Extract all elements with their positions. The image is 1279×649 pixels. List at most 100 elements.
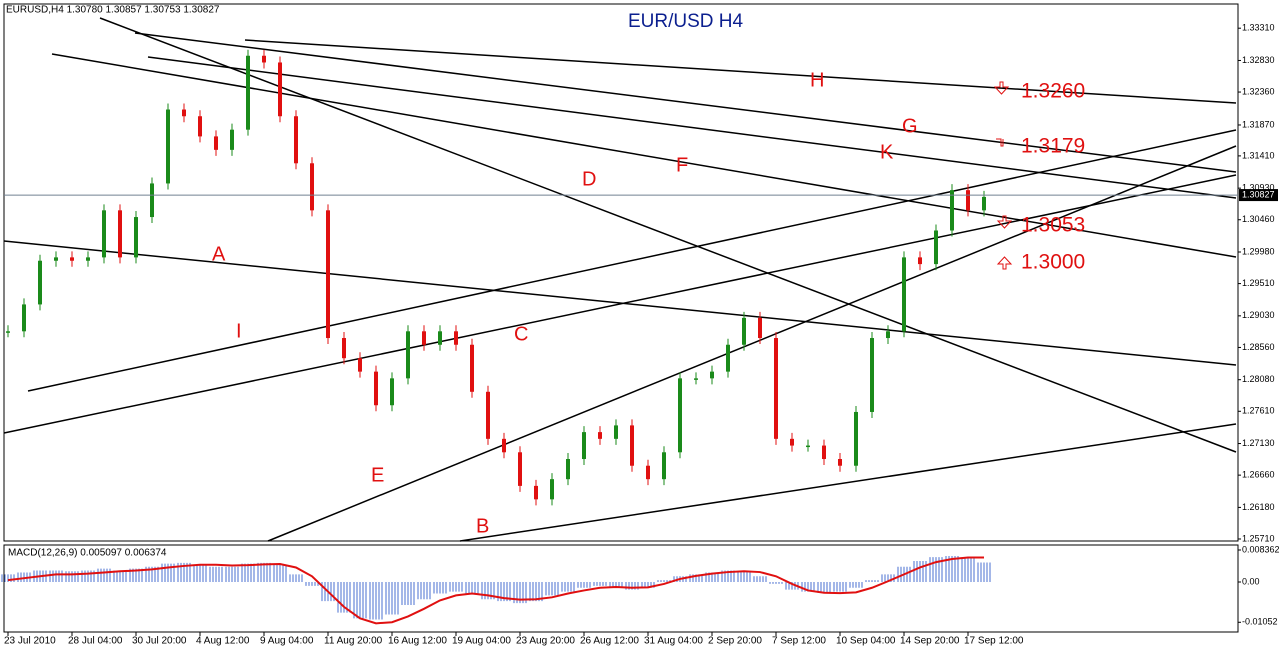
x-tick-label: 19 Aug 04:00 bbox=[452, 636, 511, 647]
candle bbox=[230, 129, 234, 150]
candle bbox=[918, 257, 922, 265]
candle bbox=[854, 411, 858, 466]
y-tick-label: 1.29510 bbox=[1242, 278, 1275, 288]
candle bbox=[166, 109, 170, 184]
level-label: 1.3260 bbox=[1021, 80, 1085, 103]
candle bbox=[902, 257, 906, 332]
candle bbox=[134, 217, 138, 258]
candle bbox=[198, 116, 202, 137]
x-tick-label: 31 Aug 04:00 bbox=[644, 636, 703, 647]
macd-header: MACD(12,26,9) 0.005097 0.006374 bbox=[8, 548, 167, 559]
candle bbox=[550, 479, 554, 500]
candle bbox=[886, 331, 890, 339]
candle bbox=[614, 425, 618, 439]
candle bbox=[38, 260, 42, 305]
x-tick-label: 28 Jul 04:00 bbox=[68, 636, 123, 647]
y-tick-label: 1.31410 bbox=[1242, 150, 1275, 160]
candle bbox=[774, 338, 778, 439]
signal-line bbox=[7, 556, 984, 625]
x-tick-label: 26 Aug 12:00 bbox=[580, 636, 639, 647]
x-tick-label: 2 Sep 20:00 bbox=[708, 636, 762, 647]
candle bbox=[22, 304, 26, 332]
candle bbox=[726, 344, 730, 372]
y-tick-label: 1.27130 bbox=[1242, 438, 1275, 448]
candle bbox=[310, 163, 314, 211]
candle bbox=[662, 452, 666, 480]
candle bbox=[822, 445, 826, 460]
trendline bbox=[134, 32, 1237, 173]
level-label: 1.3000 bbox=[1021, 251, 1085, 274]
x-tick-label: 4 Aug 12:00 bbox=[196, 636, 250, 647]
candle bbox=[870, 338, 874, 412]
y-tick-label: 1.26180 bbox=[1242, 502, 1275, 512]
up-arrow bbox=[996, 256, 1013, 270]
annotation: K bbox=[880, 141, 894, 163]
candle bbox=[742, 317, 746, 345]
macd-panel bbox=[3, 544, 1239, 633]
y-tick-label: 1.28080 bbox=[1242, 374, 1275, 384]
candle bbox=[326, 210, 330, 339]
annotation: D bbox=[582, 168, 596, 190]
x-tick-label: 7 Sep 12:00 bbox=[772, 636, 826, 647]
x-tick-label: 10 Sep 04:00 bbox=[836, 636, 896, 647]
y-tick-label: 1.33310 bbox=[1242, 23, 1275, 33]
candle bbox=[182, 109, 186, 117]
level-label: 1.3053 bbox=[1021, 214, 1085, 237]
down-arrow bbox=[993, 81, 1010, 95]
y-tick-label: 1.31870 bbox=[1242, 119, 1275, 129]
candle bbox=[214, 136, 218, 150]
y-tick-label: 1.27610 bbox=[1242, 406, 1275, 416]
level-arrows bbox=[993, 81, 1013, 270]
candle bbox=[118, 210, 122, 258]
price-panel bbox=[3, 3, 1239, 542]
candle bbox=[454, 331, 458, 345]
candle bbox=[438, 331, 442, 345]
candle bbox=[70, 257, 74, 261]
candle bbox=[534, 485, 538, 500]
candle bbox=[150, 183, 154, 218]
candle bbox=[678, 378, 682, 453]
candle bbox=[934, 230, 938, 265]
level-label: 1.3179 bbox=[1021, 135, 1085, 158]
candle bbox=[6, 331, 10, 333]
y-tick-label: 1.32830 bbox=[1242, 55, 1275, 65]
candle bbox=[102, 210, 106, 258]
candle bbox=[278, 62, 282, 117]
annotation: I bbox=[236, 320, 242, 342]
y-tick-label: 1.29030 bbox=[1242, 310, 1275, 320]
y-tick-label: 0.00 bbox=[1242, 576, 1260, 586]
trendline bbox=[267, 145, 1237, 542]
y-tick-label: 1.29980 bbox=[1242, 246, 1275, 256]
trendline bbox=[244, 39, 1237, 104]
y-tick-label: -0.01052 bbox=[1242, 617, 1278, 627]
candle bbox=[790, 438, 794, 446]
candle bbox=[294, 116, 298, 164]
chart-title: EUR/USD H4 bbox=[628, 11, 744, 32]
x-tick-label: 30 Jul 20:00 bbox=[132, 636, 187, 647]
candle bbox=[54, 257, 58, 261]
candle bbox=[502, 438, 506, 453]
y-tick-label: 1.32360 bbox=[1242, 86, 1275, 96]
x-tick-label: 23 Aug 20:00 bbox=[516, 636, 575, 647]
annotation: A bbox=[212, 243, 226, 265]
annotation: F bbox=[676, 154, 688, 176]
y-tick-label: 1.30930 bbox=[1242, 183, 1275, 193]
candle bbox=[246, 55, 250, 130]
y-tick-label: 1.25710 bbox=[1242, 533, 1275, 543]
y-tick-label: 1.28560 bbox=[1242, 342, 1275, 352]
candle bbox=[374, 371, 378, 406]
candle bbox=[566, 459, 570, 480]
x-tick-label: 23 Jul 2010 bbox=[4, 636, 56, 647]
candle bbox=[758, 317, 762, 339]
candle bbox=[518, 452, 522, 486]
candle bbox=[646, 465, 650, 480]
arrow bbox=[996, 138, 1004, 147]
annotation: G bbox=[902, 115, 918, 137]
candle bbox=[358, 358, 362, 372]
price-header: EURUSD,H4 1.30780 1.30857 1.30753 1.3082… bbox=[6, 5, 220, 16]
current-price-label: 1.30827 bbox=[1242, 189, 1275, 199]
trendline bbox=[27, 129, 1237, 392]
y-tick-label: 0.008362 bbox=[1242, 544, 1279, 554]
candle bbox=[406, 331, 410, 379]
candle bbox=[806, 445, 810, 448]
